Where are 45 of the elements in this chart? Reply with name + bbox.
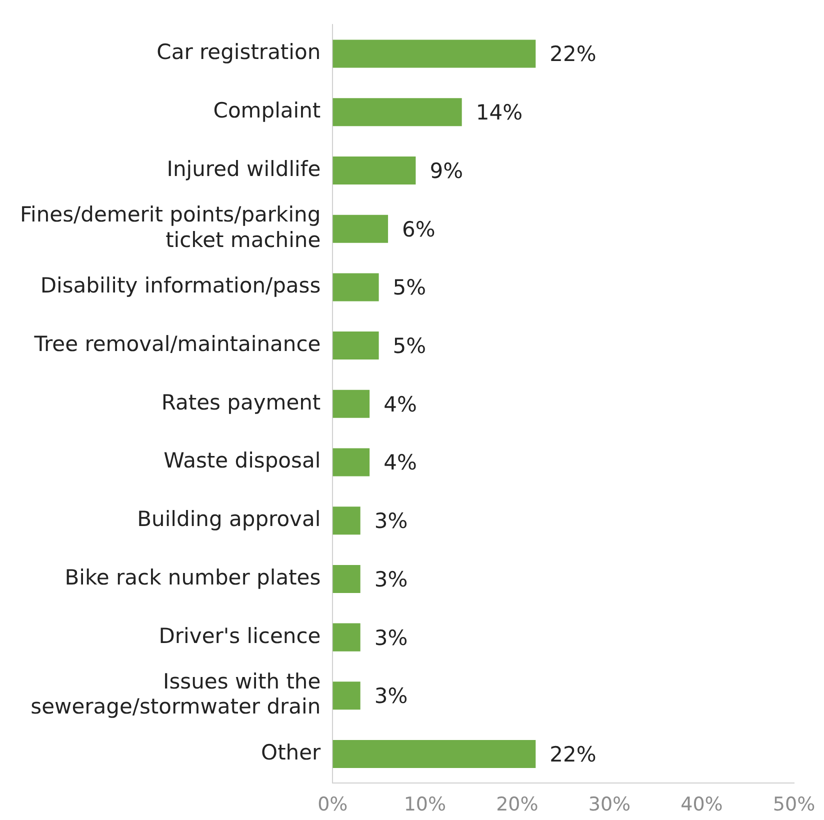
y-tick-label: Fines/demerit points/parking ticket machine — [20, 202, 321, 252]
data-label: 22% — [550, 742, 596, 766]
data-label: 9% — [430, 158, 464, 183]
data-label: 5% — [392, 334, 426, 358]
bar — [332, 740, 536, 768]
y-tick-label: Building approval — [137, 507, 321, 532]
x-tick-label: 50% — [772, 794, 816, 816]
x-tick-label: 0% — [318, 794, 348, 816]
y-tick-label: Tree removal/maintainance — [33, 332, 321, 356]
bar — [332, 390, 370, 418]
bar — [332, 623, 360, 652]
data-label: 3% — [374, 684, 408, 708]
y-tick-label: Rates payment — [161, 390, 321, 414]
x-tick-label: 40% — [680, 794, 723, 816]
bar — [332, 682, 360, 710]
data-label: 6% — [402, 217, 436, 242]
bar — [332, 332, 379, 360]
y-tick-label: Issues with the sewerage/stormwater drain — [30, 670, 321, 719]
x-tick-label: 20% — [496, 794, 538, 816]
bar — [332, 564, 360, 593]
bar — [332, 273, 379, 302]
data-label: 3% — [374, 509, 408, 534]
y-tick-label: Complaint — [213, 98, 321, 123]
y-tick-label: Car registration — [156, 40, 321, 64]
x-tick-label: 10% — [404, 794, 446, 816]
bar — [332, 214, 388, 243]
y-tick-label: Disability information/pass — [40, 274, 321, 298]
bar — [332, 98, 462, 126]
data-label: 14% — [476, 100, 523, 125]
data-label: 22% — [550, 42, 596, 66]
y-tick-label: Driver's licence — [158, 624, 321, 648]
data-label: 3% — [374, 626, 408, 650]
data-label: 4% — [384, 450, 417, 475]
data-label: 5% — [392, 276, 426, 300]
y-tick-label: Waste disposal — [164, 448, 321, 473]
bar — [332, 40, 536, 68]
y-tick-label: Bike rack number plates — [64, 565, 321, 590]
data-label: 4% — [384, 392, 417, 416]
bar — [332, 156, 416, 184]
y-tick-label: Other — [261, 740, 322, 764]
bar — [332, 506, 360, 535]
data-label: 3% — [374, 567, 408, 592]
x-tick-label: 30% — [588, 794, 631, 816]
y-tick-label: Injured wildlife — [166, 156, 321, 181]
bar — [332, 448, 370, 476]
